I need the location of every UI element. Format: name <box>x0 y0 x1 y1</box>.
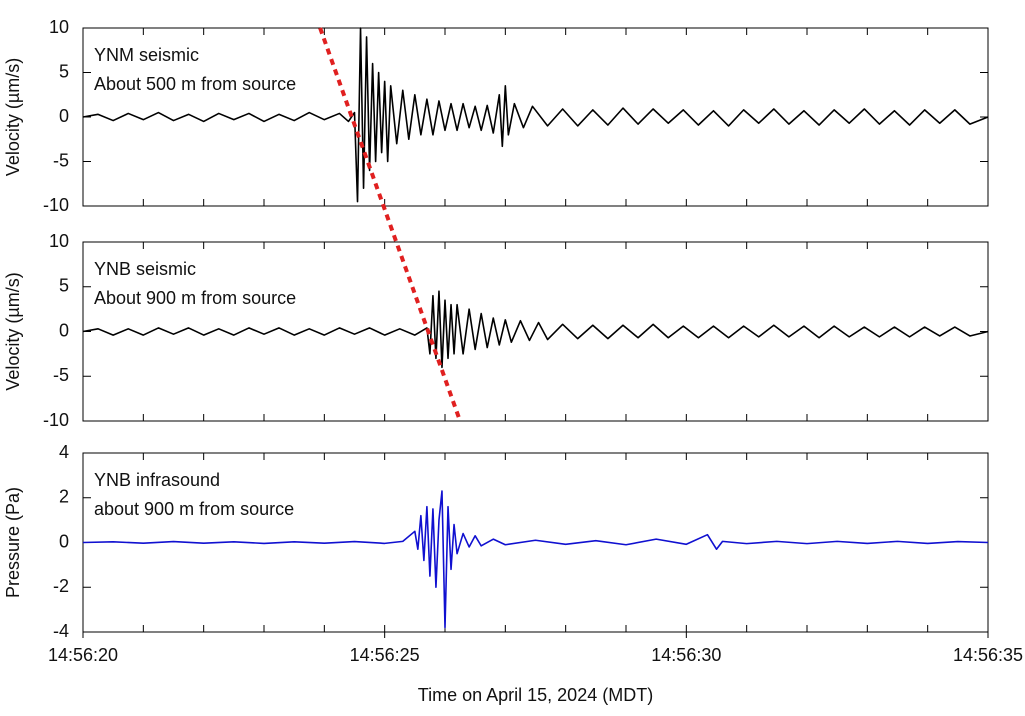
x-tick-label: 14:56:20 <box>48 645 118 665</box>
panel-annotation: About 500 m from source <box>94 74 296 94</box>
panel-annotation: YNB infrasound <box>94 470 220 490</box>
y-tick-label: 10 <box>49 17 69 37</box>
waveform <box>82 27 989 203</box>
y-tick-label: 10 <box>49 231 69 251</box>
panel-annotation: YNB seismic <box>94 259 196 279</box>
y-tick-label: 5 <box>59 61 69 81</box>
x-axis-label: Time on April 15, 2024 (MDT) <box>418 685 653 705</box>
y-axis-label: Velocity (µm/s) <box>3 272 23 390</box>
y-tick-label: 0 <box>59 531 69 551</box>
x-tick-label: 14:56:30 <box>651 645 721 665</box>
y-tick-label: 5 <box>59 276 69 296</box>
y-tick-label: -5 <box>53 365 69 385</box>
y-tick-label: -10 <box>43 195 69 215</box>
y-tick-label: -5 <box>53 150 69 170</box>
y-tick-label: 2 <box>59 487 69 507</box>
y-tick-label: -10 <box>43 410 69 430</box>
plot-frame <box>82 241 989 422</box>
panel-annotation: About 900 m from source <box>94 288 296 308</box>
waveform <box>82 490 989 629</box>
y-axis-label: Pressure (Pa) <box>3 487 23 598</box>
y-axis-label: Velocity (µm/s) <box>3 58 23 176</box>
x-tick-label: 14:56:25 <box>350 645 420 665</box>
panel-annotation: YNM seismic <box>94 45 199 65</box>
x-tick-label: 14:56:35 <box>953 645 1023 665</box>
y-tick-label: 0 <box>59 320 69 340</box>
plot-frame <box>82 27 989 207</box>
panel-annotation: about 900 m from source <box>94 499 294 519</box>
y-tick-label: 0 <box>59 106 69 126</box>
y-tick-label: -2 <box>53 576 69 596</box>
moveout-line <box>318 27 462 422</box>
y-tick-label: -4 <box>53 621 69 641</box>
waveform <box>82 290 989 369</box>
y-tick-label: 4 <box>59 442 69 462</box>
